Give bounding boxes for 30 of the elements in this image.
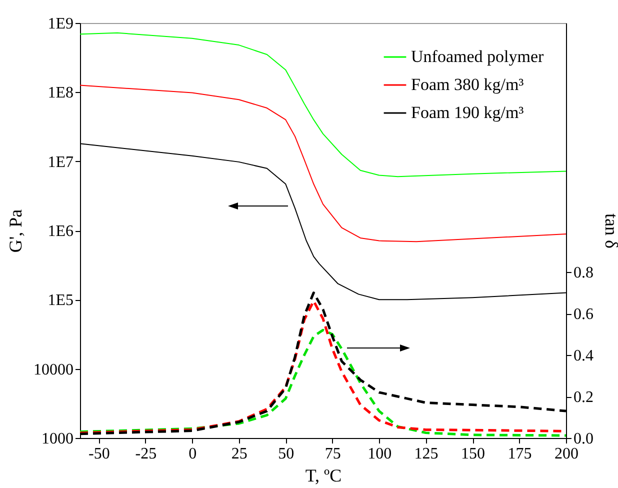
x-tick-label: 0 [188,446,197,462]
y-tick-label: 1E7 [48,154,74,171]
legend-label: Foam 380 kg/m³ [411,75,524,94]
y2-tick-label: 0.0 [574,430,594,448]
y-tick-label: 1000 [42,430,74,448]
y-tick-label: 1E5 [48,292,74,310]
x-tick-label: 150 [461,446,486,462]
x-tick-label: 25 [231,446,248,462]
x-tick-label: -25 [135,446,157,462]
x-tick-label: 125 [414,446,438,462]
x-tick-label: 100 [368,446,392,462]
y2-tick-label: 0.2 [574,389,594,406]
line-series [80,32,566,178]
x-tick-label: 200 [554,446,578,462]
y-tick-label: 10000 [34,361,74,378]
x-tick-label: 50 [278,446,294,462]
y2-tick-label: 0.4 [574,348,594,364]
x-tick-label: 75 [324,446,341,462]
legend-label: Foam 190 kg/m³ [411,103,524,122]
y2-tick-label: 0.8 [574,264,594,282]
y-tick-label: 1E9 [48,16,74,32]
x-axis-title: T, ºC [305,466,342,486]
y2-tick-label: 0.6 [574,306,594,323]
y-axis-title: G', Pa [6,209,26,253]
x-tick-label: 175 [508,446,532,462]
legend-label: Unfoamed polymer [411,47,544,66]
y-tick-label: 1E6 [48,223,74,240]
x-tick-label: -50 [88,446,110,462]
y2-axis-title: tan δ [602,214,618,248]
y-tick-label: 1E8 [48,84,74,102]
